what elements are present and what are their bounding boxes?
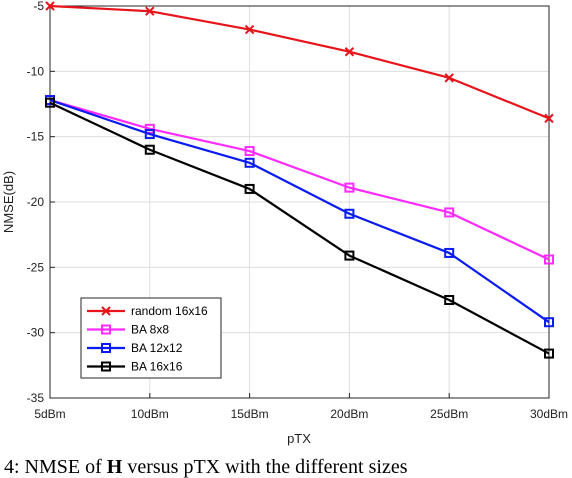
data-point xyxy=(144,123,155,134)
data-point xyxy=(444,295,455,305)
caption-prefix: 4: NMSE of xyxy=(4,456,107,478)
series-random-16x16 xyxy=(45,1,554,124)
legend-marker xyxy=(101,306,111,316)
legend: random 16x16 BA 8x8 BA 12x12 BA 16x16 xyxy=(80,297,222,379)
data-point xyxy=(344,182,355,193)
x-tick-label: 15dBm xyxy=(231,407,269,421)
caption-bold-symbol: H xyxy=(106,456,123,478)
y-tick-label: -35 xyxy=(27,391,45,405)
legend-entry: BA 12x12 xyxy=(87,341,183,355)
series-line xyxy=(49,101,550,355)
series-line xyxy=(49,99,550,324)
data-point xyxy=(244,146,255,157)
series-layer xyxy=(45,1,554,359)
data-point xyxy=(145,6,155,16)
series-line xyxy=(49,4,550,120)
y-axis-title: NMSE(dB) xyxy=(1,171,16,233)
data-point xyxy=(544,254,554,265)
x-tick-label: 10dBm xyxy=(131,407,169,421)
legend-entry: BA 16x16 xyxy=(87,360,183,374)
legend-entry: BA 8x8 xyxy=(87,323,169,337)
x-tick-label: 5dBm xyxy=(34,407,65,421)
data-point xyxy=(344,208,355,219)
series-BA-8x8 xyxy=(45,95,554,265)
x-axis: 5dBm 10dBm 15dBm 20dBm 25dBm 30dBm xyxy=(34,393,568,421)
y-tick-label: -10 xyxy=(27,64,45,78)
data-point xyxy=(544,317,554,328)
data-point xyxy=(544,113,554,124)
legend-marker xyxy=(101,361,111,372)
data-point xyxy=(45,1,55,11)
caption-suffix: versus pTX with the different sizes xyxy=(122,456,408,478)
x-tick-label: 30dBm xyxy=(530,407,568,421)
data-point xyxy=(45,97,55,108)
data-point xyxy=(444,207,455,218)
data-point xyxy=(244,24,255,35)
data-point xyxy=(344,47,355,57)
nmse-line-chart: 5dBm 10dBm 15dBm 20dBm 25dBm 30dBm -5 -10 -15 -2… xyxy=(1,0,568,446)
legend-label: BA 16x16 xyxy=(131,360,183,374)
legend-marker xyxy=(101,343,111,353)
y-axis: -5 -10 -15 -20 -25 -30 -35 xyxy=(27,0,55,405)
data-point xyxy=(444,247,455,258)
legend-box xyxy=(80,297,222,379)
legend-marker xyxy=(101,324,111,335)
data-point xyxy=(344,250,355,261)
y-tick-label: -25 xyxy=(27,260,45,274)
x-axis-title: pTX xyxy=(287,431,311,446)
series-BA-16x16 xyxy=(45,97,554,359)
series-BA-12x12 xyxy=(45,95,554,328)
data-point xyxy=(444,73,454,83)
y-tick-label: -20 xyxy=(27,195,45,209)
y-tick-label: -5 xyxy=(33,0,44,13)
x-tick-label: 25dBm xyxy=(430,407,468,421)
data-point xyxy=(144,129,155,140)
figure-caption: 4: NMSE of H versus pTX with the differe… xyxy=(4,456,570,478)
series-line xyxy=(49,99,550,261)
y-tick-label: -30 xyxy=(27,326,45,340)
legend-entry: random 16x16 xyxy=(87,304,208,318)
legend-label: BA 8x8 xyxy=(131,323,169,337)
data-point xyxy=(244,183,255,194)
x-tick-label: 20dBm xyxy=(330,407,368,421)
data-point xyxy=(544,348,554,359)
legend-label: random 16x16 xyxy=(131,304,208,318)
data-point xyxy=(244,157,255,168)
legend-label: BA 12x12 xyxy=(131,341,183,355)
data-point xyxy=(144,144,155,155)
y-tick-label: -15 xyxy=(27,130,45,144)
